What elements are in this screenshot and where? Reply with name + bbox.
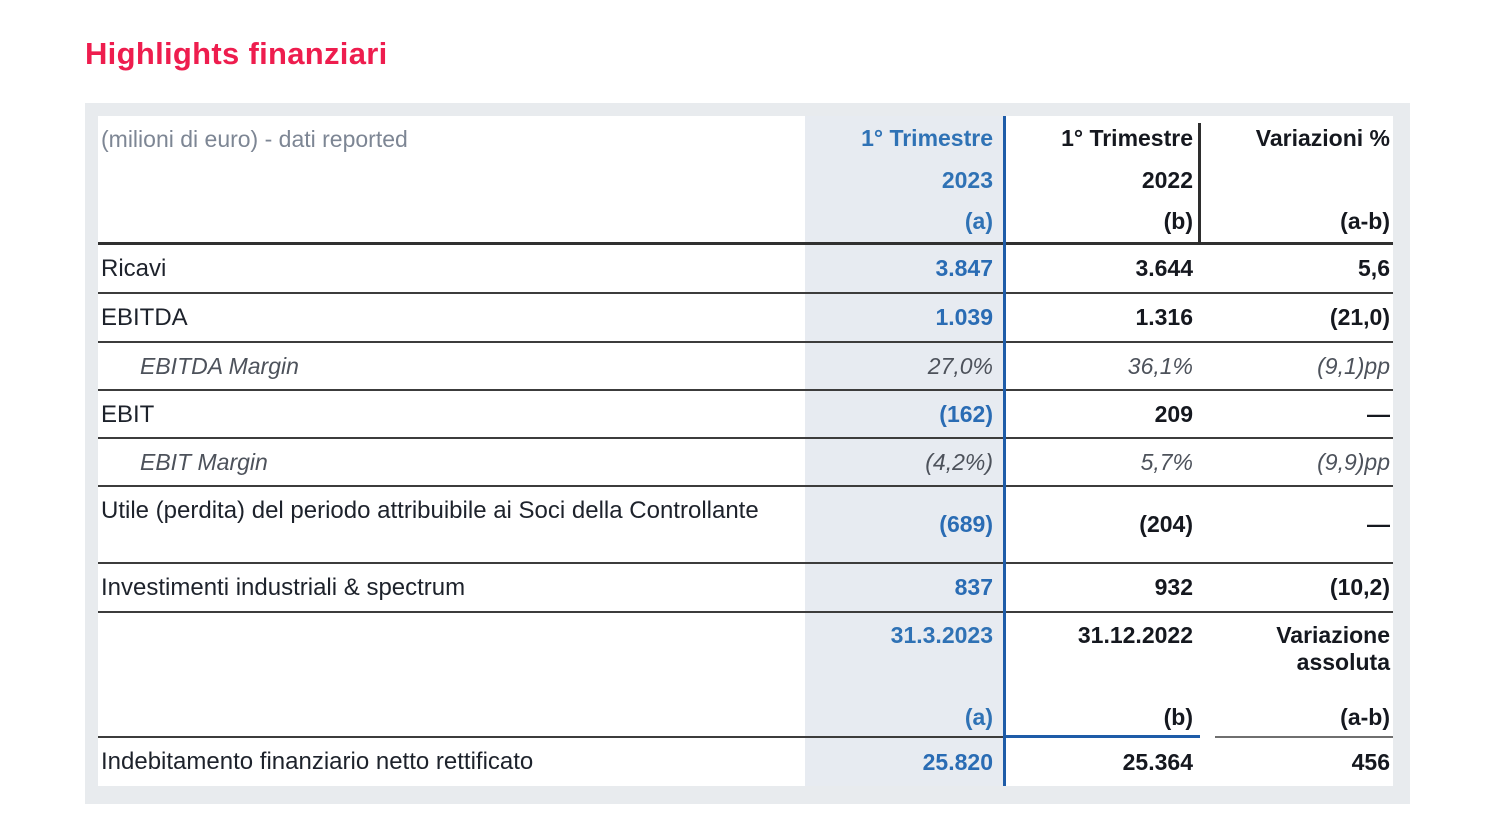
value-variation: (9,1)pp	[1317, 352, 1390, 379]
vertical-rule-blue	[1003, 116, 1006, 786]
row-label: Investimenti industriali & spectrum	[101, 574, 466, 601]
table-row-ebitda: EBITDA 1.039 1.316 (21,0)	[98, 294, 1393, 343]
row-label: EBIT Margin	[140, 449, 268, 475]
value-2022: 3.644	[1135, 255, 1193, 281]
row-label: Indebitamento finanziario netto rettific…	[101, 748, 534, 775]
divider-gray-left	[98, 736, 1005, 738]
page-title: Highlights finanziari	[85, 36, 388, 71]
table-row-ebitda-margin: EBITDA Margin 27,0% 36,1% (9,1)pp	[98, 343, 1393, 391]
value-2023: 1.039	[805, 294, 1005, 341]
row-label: EBIT	[101, 401, 155, 428]
vertical-rule-dark	[1198, 123, 1201, 245]
header-col-variation-pct: Variazioni % (a-b)	[1200, 116, 1393, 242]
table-row-utile-perdita: Utile (perdita) del periodo attribuibile…	[98, 487, 1393, 564]
value-variation: (10,2)	[1329, 574, 1390, 600]
table-header-dates: 31.3.2023 (a) 31.12.2022 (b) Variazione …	[98, 613, 1393, 738]
header-line: Variazione	[1276, 622, 1390, 648]
value-variation: —	[1367, 511, 1390, 537]
header-line-stack: Variazione assoluta	[1276, 622, 1390, 676]
value-2022: 1.316	[1135, 304, 1193, 330]
table-row-ebit-margin: EBIT Margin (4,2%) 5,7% (9,9)pp	[98, 439, 1393, 487]
table-row-ebit: EBIT (162) 209 —	[98, 391, 1393, 439]
value-2023: (689)	[805, 487, 1005, 562]
header-line: assoluta	[1296, 649, 1390, 675]
value-2023: 27,0%	[805, 343, 1005, 389]
row-label: EBITDA Margin	[140, 353, 299, 379]
empty-cell	[98, 613, 805, 738]
value-2022: (204)	[1139, 511, 1193, 537]
header-col-q1-2022: 1° Trimestre 2022 (b)	[1005, 116, 1200, 242]
value-2022: 5,7%	[1140, 448, 1193, 475]
table-row-ricavi: Ricavi 3.847 3.644 5,6	[98, 245, 1393, 294]
header-line: 31.12.2022	[1077, 622, 1193, 648]
table-header-quarters: (milioni di euro) - dati reported 1° Tri…	[98, 116, 1393, 245]
value-2023: (162)	[805, 391, 1005, 437]
row-label: Ricavi	[101, 255, 167, 282]
header-sub: (b)	[1163, 208, 1193, 234]
header-line: 2022	[1141, 166, 1193, 193]
unit-label: (milioni di euro) - dati reported	[101, 126, 408, 152]
header-col-variation-abs: Variazione assoluta (a-b)	[1200, 613, 1393, 738]
header-line: 1° Trimestre	[1061, 125, 1193, 151]
value-2022: 209	[1154, 400, 1193, 427]
header-sub: (a-b)	[1340, 704, 1390, 730]
header-sub: (a)	[964, 208, 993, 234]
financial-highlights-table: (milioni di euro) - dati reported 1° Tri…	[98, 116, 1393, 786]
header-line: 31.3.2023	[890, 622, 993, 648]
row-label: EBITDA	[101, 304, 188, 331]
header-sub: (a)	[964, 704, 993, 730]
table-row-indebitamento: Indebitamento finanziario netto rettific…	[98, 738, 1393, 786]
table-row-investimenti: Investimenti industriali & spectrum 837 …	[98, 564, 1393, 613]
header-line: 1° Trimestre	[861, 125, 993, 151]
header-col-q1-2023: 1° Trimestre 2023 (a)	[805, 116, 1005, 242]
header-sub: (b)	[1163, 704, 1193, 730]
divider-blue	[1005, 735, 1200, 738]
value-2023: 25.820	[805, 738, 1005, 786]
value-2022: 932	[1154, 574, 1193, 600]
divider-gray-right	[1215, 736, 1393, 738]
value-variation: (21,0)	[1329, 304, 1390, 330]
value-variation: 5,6	[1358, 255, 1390, 281]
header-sub: (a-b)	[1340, 208, 1390, 234]
financial-highlights-panel: (milioni di euro) - dati reported 1° Tri…	[85, 103, 1410, 804]
header-line: 2023	[941, 166, 993, 193]
value-2022: 25.364	[1122, 748, 1193, 775]
value-variation: (9,9)pp	[1317, 448, 1390, 475]
header-line: Variazioni %	[1255, 125, 1390, 151]
header-col-31-12-2022: 31.12.2022 (b)	[1005, 613, 1200, 738]
value-2023: 837	[805, 564, 1005, 611]
header-col-31-3-2023: 31.3.2023 (a)	[805, 613, 1005, 738]
value-2022: 36,1%	[1127, 352, 1193, 379]
value-variation: 456	[1351, 748, 1390, 775]
value-2023: 3.847	[805, 245, 1005, 292]
value-2023: (4,2%)	[805, 439, 1005, 485]
row-label: Utile (perdita) del periodo attribuibile…	[101, 497, 759, 524]
value-variation: —	[1367, 400, 1390, 427]
